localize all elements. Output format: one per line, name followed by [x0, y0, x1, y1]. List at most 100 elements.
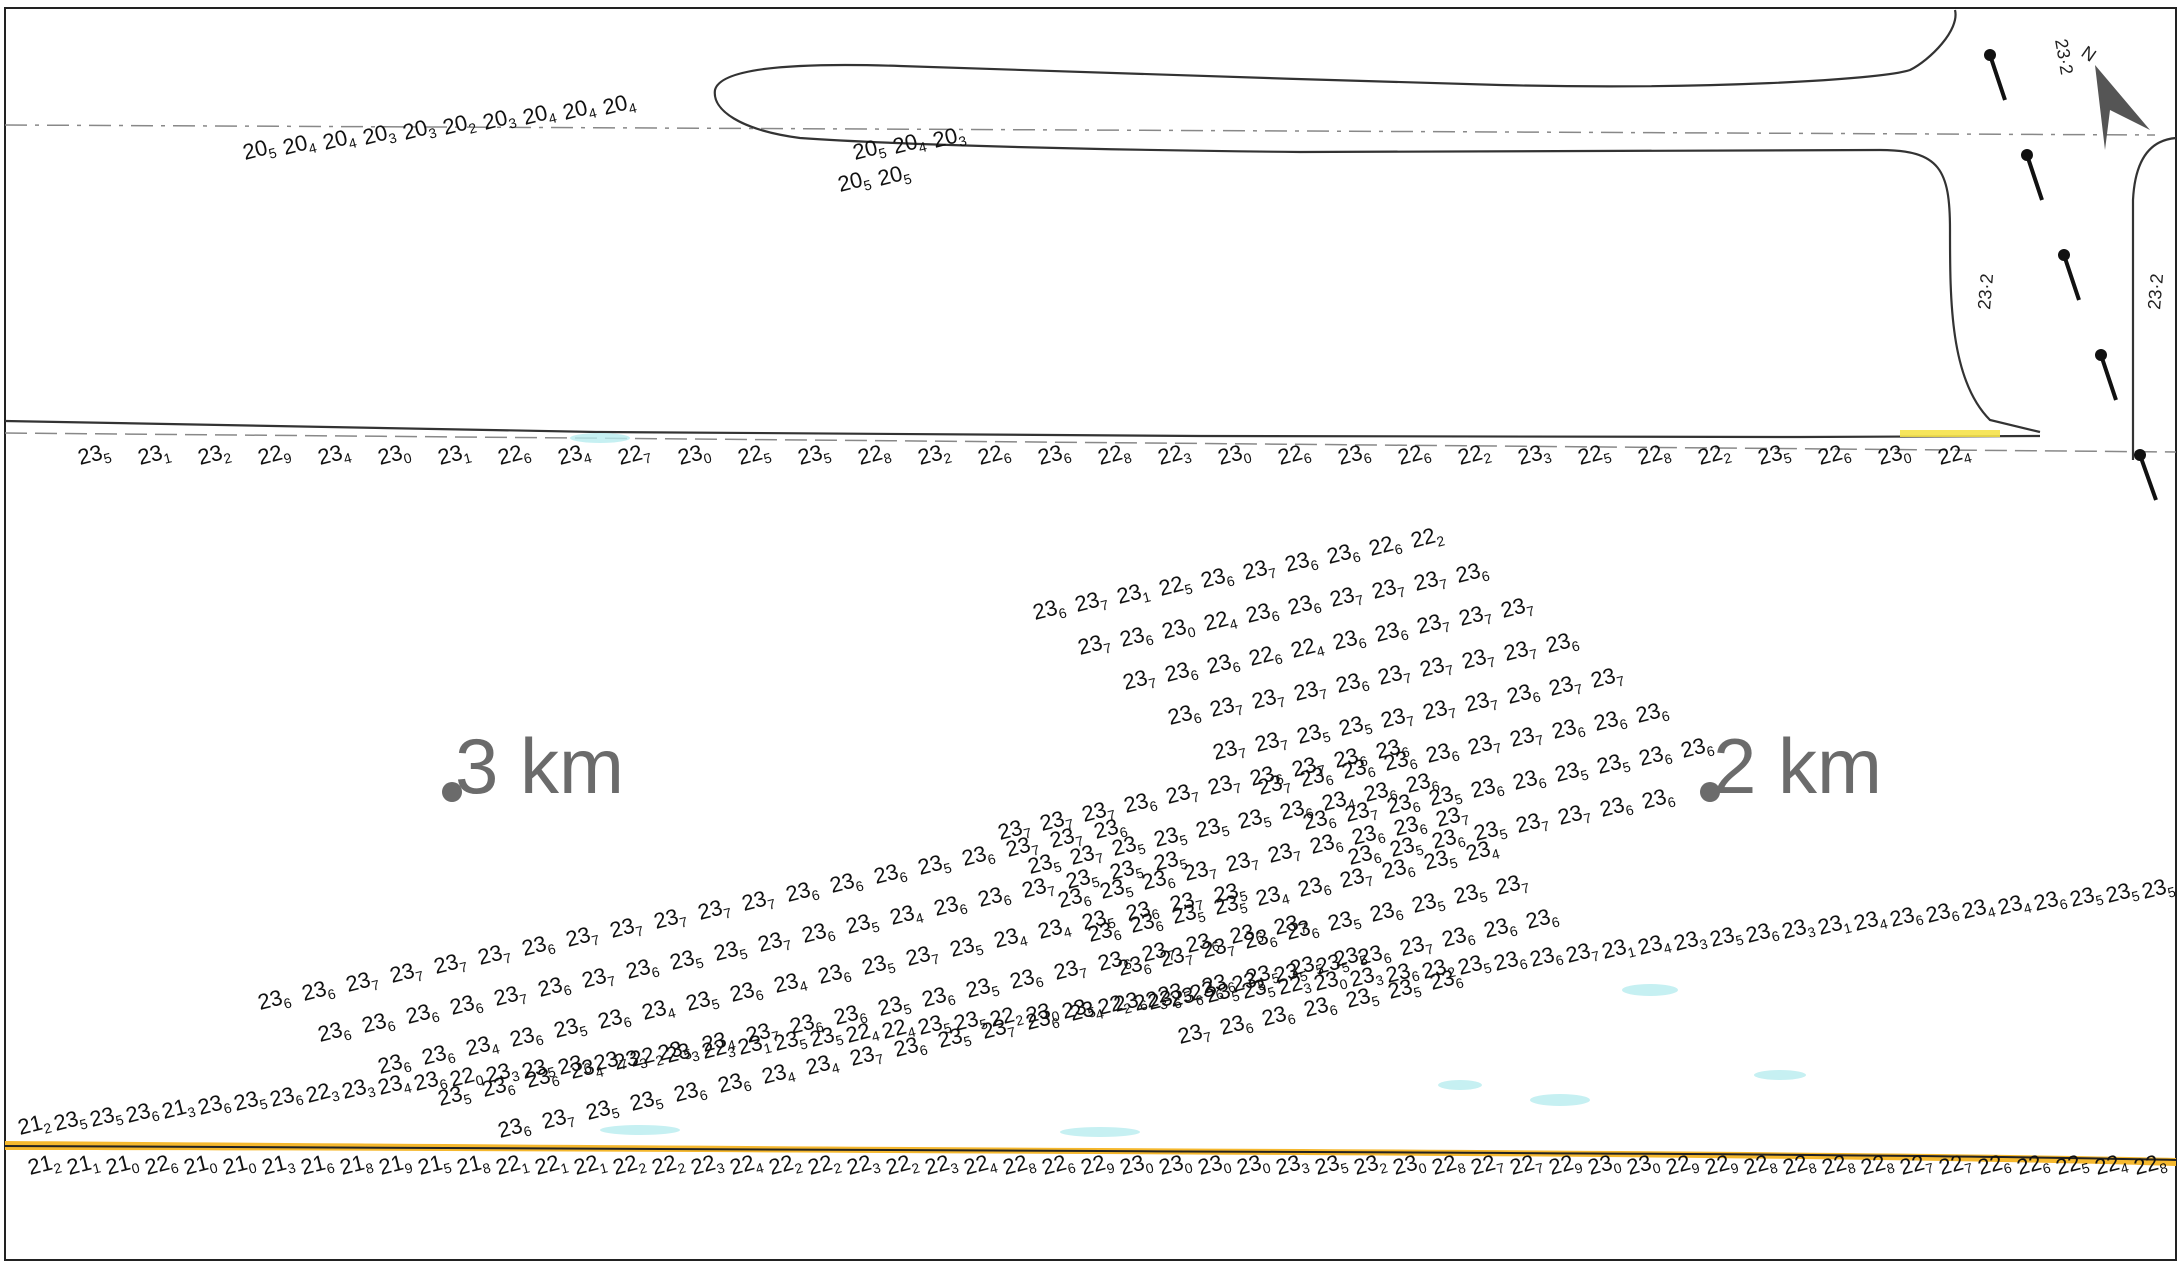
depth-sounding: 226: [1366, 529, 1404, 564]
depth-sounding: 237: [607, 911, 645, 946]
depth-sounding: 236: [1335, 438, 1373, 473]
depth-sounding: 220: [447, 1060, 485, 1095]
depth-sounding: 236: [671, 1075, 709, 1110]
depth-sounding: 236: [783, 875, 821, 910]
depth-sounding: 226: [1815, 438, 1853, 473]
distance-label-3km: 3 km: [455, 722, 624, 810]
depth-sounding: 229: [1702, 1148, 1740, 1183]
depth-sounding: 222: [649, 1148, 687, 1183]
depth-sounding: 237: [1163, 777, 1201, 812]
depth-sounding: 235: [2103, 876, 2141, 911]
depth-sounding: 230: [1311, 964, 1349, 999]
depth-sounding: 235: [435, 1079, 473, 1114]
depth-sounding: 233: [1779, 912, 1817, 947]
depth-sounding: 233: [1273, 1148, 1311, 1183]
upper-shoal: [1900, 430, 2000, 437]
depth-sounding: 236: [1183, 926, 1221, 961]
depth-sounding: 235: [1552, 755, 1590, 790]
distance-label-2km: 2 km: [1713, 722, 1882, 810]
depth-sounding: 235: [951, 1004, 989, 1039]
depth-sounding: 236: [1491, 944, 1529, 979]
depth-sounding: 237: [1037, 804, 1075, 839]
depth-sounding: 224: [879, 1012, 917, 1047]
depth-sounding: 236: [1259, 999, 1297, 1034]
depth-sounding: 205: [240, 133, 278, 168]
depth-sounding: 235: [1239, 972, 1277, 1007]
depth-sounding: 235: [1421, 843, 1459, 878]
depth-sounding: 235: [519, 1052, 557, 1087]
depth-sounding: 235: [1336, 709, 1374, 744]
depth-sounding: 236: [1510, 763, 1548, 798]
depth-sounding: 236: [1391, 809, 1429, 844]
depth-sounding: 226: [1275, 438, 1313, 473]
depth-sounding: 237: [1465, 728, 1503, 763]
depth-sounding: 235: [1155, 976, 1193, 1011]
depth-sounding: 236: [267, 1080, 305, 1115]
depth-sounding: 236: [1030, 593, 1068, 628]
depth-sounding: 236: [1468, 771, 1506, 806]
depth-sounding: 237: [1563, 936, 1601, 971]
depth-sounding: 235: [1471, 814, 1509, 849]
contour-label: 23·2: [2144, 273, 2167, 311]
depth-sounding: 235: [51, 1104, 89, 1139]
depth-sounding: 236: [1285, 588, 1323, 623]
depth-sounding: 237: [1459, 642, 1497, 677]
depth-sounding: 237: [743, 1016, 781, 1051]
depth-sounding: 224: [1201, 604, 1239, 639]
depth-sounding: 235: [1385, 972, 1423, 1007]
depth-sounding: 233: [1671, 924, 1709, 959]
depth-sounding: 236: [1427, 963, 1465, 998]
depth-sounding: 236: [479, 1070, 517, 1105]
depth-sounding: 237: [579, 961, 617, 996]
depth-sounding: 236: [1007, 962, 1045, 997]
depth-sounding: 235: [1312, 1148, 1350, 1183]
depth-sounding: 237: [1493, 868, 1531, 903]
depth-sounding: 236: [1117, 620, 1155, 655]
depth-sounding: 230: [1156, 1148, 1194, 1183]
depth-sounding: 236: [727, 975, 765, 1010]
leading-line-dots: [1984, 49, 2146, 461]
depth-sounding: 235: [1211, 888, 1249, 923]
depth-sounding: 236: [1373, 732, 1411, 767]
depth-sounding: 228: [1858, 1148, 1896, 1183]
depth-sounding: 236: [1423, 736, 1461, 771]
depth-sounding: 236: [1247, 759, 1285, 794]
depth-sounding: 237: [1271, 908, 1309, 943]
depth-sounding: 234: [803, 1048, 841, 1083]
depth-sounding: 235: [1594, 747, 1632, 782]
depth-sounding: 228: [1635, 438, 1673, 473]
depth-sounding: 234: [991, 921, 1029, 956]
depth-sounding: 237: [1414, 607, 1452, 642]
depth-sounding: 236: [871, 857, 909, 892]
depth-sounding: 236: [1035, 438, 1073, 473]
distance-marker-dot: [1700, 782, 1720, 802]
depth-sounding: 236: [959, 839, 997, 874]
depth-sounding: 237: [1181, 854, 1219, 889]
depth-sounding: 204: [280, 128, 318, 163]
depth-sounding: 236: [1295, 870, 1333, 905]
depth-sounding: 236: [1381, 744, 1419, 779]
depth-sounding: 237: [1175, 1017, 1213, 1052]
depth-sounding: 205: [875, 159, 913, 194]
depth-sounding: 235: [1151, 844, 1189, 879]
depth-sounding: 235: [875, 989, 913, 1024]
depth-sounding: 237: [591, 1044, 629, 1079]
depth-sounding: 237: [1501, 634, 1539, 669]
depth-sounding: 236: [535, 970, 573, 1005]
depth-sounding: 226: [975, 438, 1013, 473]
depth-sounding: 233: [663, 1036, 701, 1071]
depth-sounding: 235: [1097, 872, 1135, 907]
depth-sounding: 237: [1199, 931, 1237, 966]
depth-sounding: 232: [915, 438, 953, 473]
depth-sounding: 237: [1337, 861, 1375, 896]
depth-sounding: 237: [1417, 650, 1455, 685]
depth-sounding: 228: [1095, 438, 1133, 473]
depth-sounding: 223: [922, 1148, 960, 1183]
depth-sounding: 231: [1815, 908, 1853, 943]
depth-sounding: 237: [1342, 795, 1380, 830]
depth-sounding: 237: [1507, 720, 1545, 755]
depth-sounding: 224: [961, 1148, 999, 1183]
depth-sounding: 237: [1291, 674, 1329, 709]
water-tint-patches: [570, 433, 1806, 1137]
